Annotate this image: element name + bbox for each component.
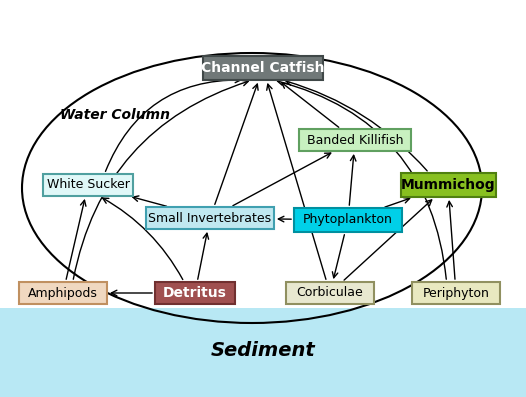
FancyBboxPatch shape — [19, 282, 107, 304]
FancyBboxPatch shape — [299, 129, 411, 151]
FancyBboxPatch shape — [400, 173, 495, 197]
Text: White Sucker: White Sucker — [47, 179, 129, 191]
FancyBboxPatch shape — [43, 174, 133, 196]
Text: Periphyton: Periphyton — [422, 287, 489, 299]
FancyBboxPatch shape — [155, 282, 235, 304]
Text: Corbiculae: Corbiculae — [297, 287, 363, 299]
Text: Mummichog: Mummichog — [401, 178, 495, 192]
Text: Amphipods: Amphipods — [28, 287, 98, 299]
FancyBboxPatch shape — [286, 282, 374, 304]
FancyBboxPatch shape — [412, 282, 500, 304]
FancyBboxPatch shape — [294, 208, 402, 232]
Text: Banded Killifish: Banded Killifish — [307, 133, 403, 146]
Text: Channel Catfish: Channel Catfish — [201, 61, 325, 75]
Text: Small Invertebrates: Small Invertebrates — [148, 212, 271, 224]
Text: Water Column: Water Column — [60, 108, 170, 122]
Text: Detritus: Detritus — [163, 286, 227, 300]
Text: Sediment: Sediment — [210, 341, 316, 360]
FancyBboxPatch shape — [203, 56, 323, 80]
Text: Phytoplankton: Phytoplankton — [303, 214, 393, 227]
Bar — [0, 308, 526, 397]
FancyBboxPatch shape — [146, 207, 274, 229]
